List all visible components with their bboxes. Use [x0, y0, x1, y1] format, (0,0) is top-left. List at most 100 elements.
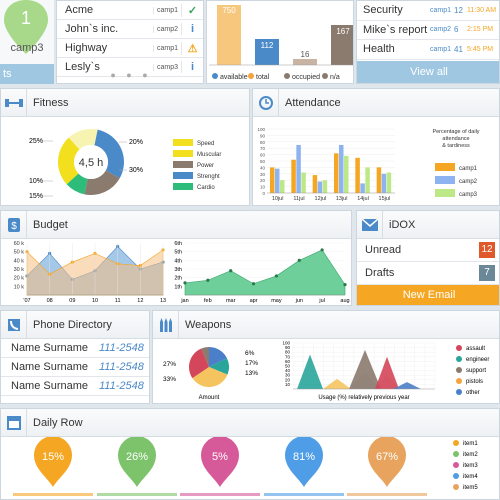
camp-row[interactable]: Highway camp1 ⚠: [57, 39, 203, 58]
daily-pin: [201, 436, 239, 487]
phone-entry-name: Name Surname: [11, 361, 89, 373]
info-icon[interactable]: i: [181, 23, 203, 35]
pagination-dots[interactable]: ● ● ●: [110, 70, 152, 80]
camp-row-tag: camp3: [153, 63, 181, 71]
drafts-row[interactable]: Drafts 7: [357, 262, 499, 285]
report-row[interactable]: Mike`s report camp2 6 2:15 PM: [357, 21, 499, 40]
att-bar: [376, 167, 382, 193]
att-ytick: 80: [260, 140, 266, 145]
daily-pin-value: 67%: [376, 451, 398, 463]
info-icon[interactable]: i: [181, 61, 203, 73]
att-xtick: 11jul: [293, 196, 304, 202]
report-camp: camp1: [430, 45, 452, 53]
usage-area: [349, 349, 381, 389]
budget2-point: [183, 281, 187, 285]
weapons-legend-label: pistols: [466, 379, 483, 385]
budget1-xtick: 10: [92, 298, 98, 304]
unread-count-badge: 12: [479, 242, 495, 258]
donut-slice: [84, 170, 120, 195]
usage-ytick: 20: [285, 377, 291, 382]
location-pin-icon: [4, 0, 48, 54]
donut-label-left: 15%: [29, 193, 43, 200]
att-ytick: 100: [257, 127, 265, 132]
phone-entry-ext[interactable]: 111-2548: [99, 342, 144, 354]
budget2-ytick: 6th: [174, 241, 182, 247]
phone-entry[interactable]: Name Surname 111-2548: [1, 377, 149, 396]
report-count: 6: [454, 25, 459, 35]
budget-title: Budget: [33, 218, 68, 231]
check-icon[interactable]: ✓: [181, 3, 203, 17]
camps-list-panel: Acme camp1 ✓ John`s inc. camp2 i Highway camp1 ⚠…: [56, 0, 204, 84]
phone-icon: [1, 311, 27, 338]
phone-entry-ext[interactable]: 111-2548: [99, 380, 144, 392]
att-ytick: 50: [260, 159, 266, 164]
daily-panel: Daily Row 15% 26% 5% 81% 67% item1 item2 item3 i…: [0, 408, 500, 500]
drafts-label: Drafts: [365, 267, 395, 279]
usage-area: [375, 356, 399, 389]
fitness-legend-swatch: [173, 172, 193, 179]
camp-row[interactable]: Lesly`s camp3 i: [57, 58, 203, 77]
budget2-ytick: 2th: [174, 276, 182, 282]
weapons-legend-label: support: [466, 368, 486, 374]
camp-row[interactable]: John`s inc. camp2 i: [57, 20, 203, 39]
budget-charts: 10 k 20 k 30 k 40 k 50 k 60 k '07 08 09 10 11 12 13 1…: [14, 241, 350, 304]
warning-icon[interactable]: ⚠: [181, 41, 203, 55]
weapons-pie-label: 33%: [163, 376, 176, 383]
att-bar: [275, 168, 280, 193]
donut-label-left: 25%: [29, 138, 43, 145]
att-ytick: 70: [260, 146, 266, 151]
daily-legend-label: item4: [463, 474, 478, 480]
camp-row[interactable]: Acme camp1 ✓: [57, 1, 203, 20]
camp-row-tag: camp2: [153, 25, 181, 33]
new-email-button[interactable]: New Email: [357, 285, 499, 305]
report-time: 11:30 AM: [467, 6, 497, 14]
fitness-legend-swatch: [173, 183, 193, 190]
budget1-ytick: 40 k: [14, 258, 25, 264]
att-ytick: 90: [260, 133, 266, 138]
usage-caption: Usage (%) relatively previous year: [318, 395, 409, 401]
budget1-xtick: 13: [160, 298, 166, 304]
att-legend-label: camp3: [459, 192, 478, 198]
status-legend-dot: [248, 73, 254, 79]
phone-entry-ext[interactable]: 111-2548: [99, 361, 144, 373]
att-bar: [296, 145, 301, 193]
att-legend-label: camp2: [459, 179, 478, 185]
report-name: Security: [363, 4, 403, 17]
profile-footer-button[interactable]: ts: [0, 64, 54, 84]
profile-label: camp3: [10, 42, 44, 54]
usage-ytick: 100: [282, 341, 290, 346]
report-row[interactable]: Health camp1 41 5:45 PM: [357, 40, 499, 60]
budget2-point: [297, 258, 301, 262]
weapons-pie-caption: Amount: [199, 395, 220, 401]
budget1-ytick: 60 k: [14, 241, 25, 247]
daily-bar: [347, 493, 427, 496]
att-bar: [344, 155, 349, 193]
att-bar: [317, 181, 323, 193]
att-ytick: 60: [260, 153, 266, 158]
phone-title: Phone Directory: [33, 318, 112, 331]
weapons-pie-slice: [201, 347, 209, 367]
phone-entry[interactable]: Name Surname 111-2548: [1, 358, 149, 377]
weapons-title: Weapons: [185, 318, 232, 331]
unread-row[interactable]: Unread 12: [357, 239, 499, 262]
idox-panel: iDOX Unread 12 Drafts 7 New Email: [356, 210, 500, 306]
dollar-icon: $: [1, 211, 27, 238]
budget2-point: [320, 248, 324, 252]
status-legend-dot: [212, 73, 218, 79]
weapons-legend-label: assault: [466, 346, 485, 352]
donut-hole: [74, 145, 108, 179]
budget2-xtick: mar: [226, 298, 236, 304]
report-row[interactable]: Security camp1 12 11:30 AM: [357, 1, 499, 21]
reports-panel: Security camp1 12 11:30 AM Mike`s report camp…: [356, 0, 500, 84]
weapons-legend-label: other: [466, 390, 480, 396]
donut-label-right: 30%: [129, 167, 143, 174]
att-bar: [270, 167, 275, 193]
daily-bar: [13, 493, 93, 496]
budget2-ytick: 5th: [174, 250, 182, 256]
daily-bar: [97, 493, 177, 496]
att-bar: [339, 145, 344, 193]
phone-entry[interactable]: Name Surname 111-2548: [1, 339, 149, 358]
att-bar: [360, 183, 365, 193]
view-all-button[interactable]: View all: [357, 61, 499, 83]
